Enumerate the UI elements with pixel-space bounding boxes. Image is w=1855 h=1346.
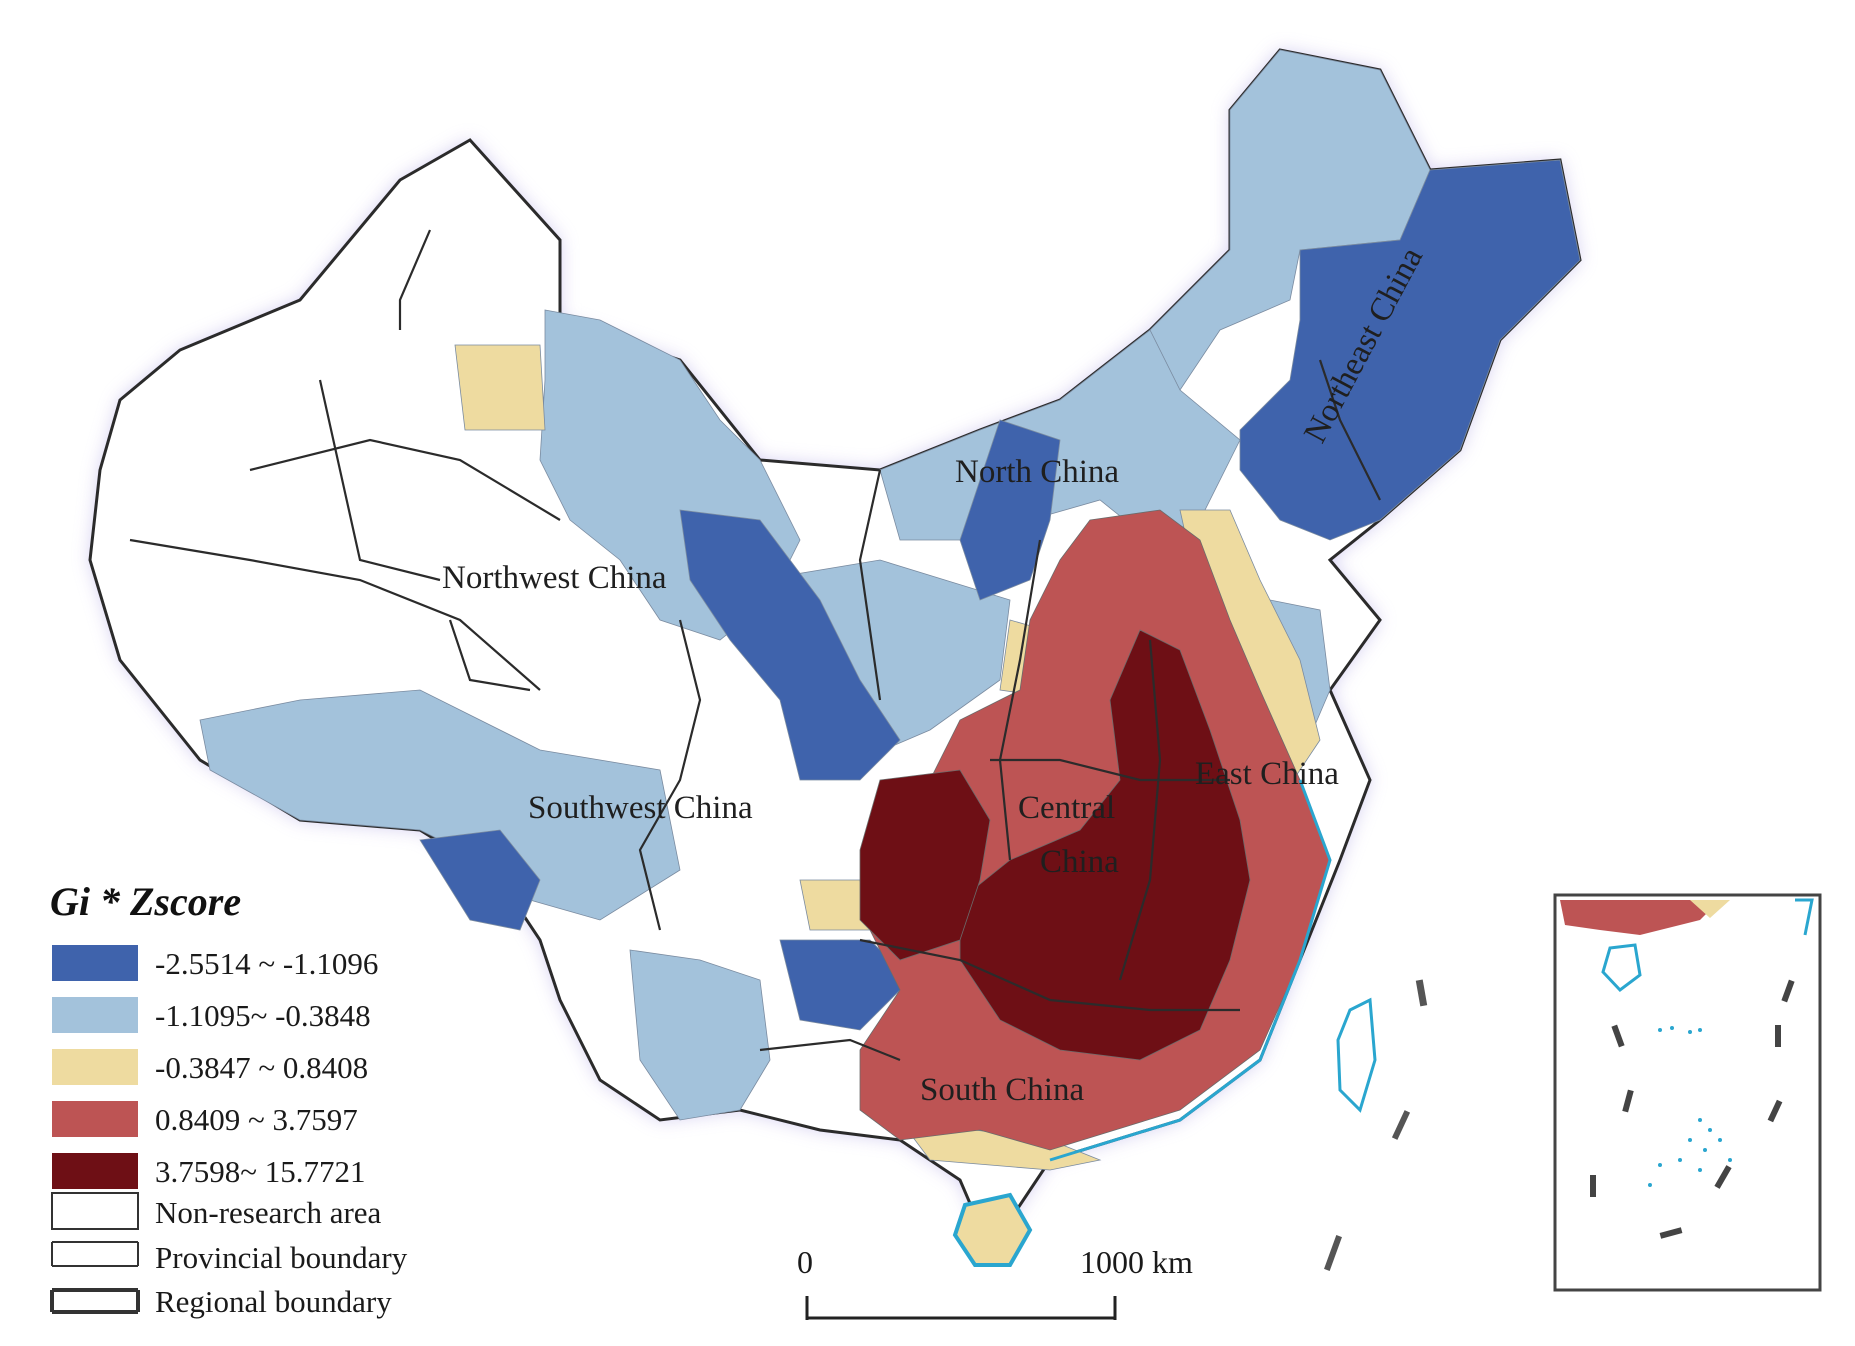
provincial-boundary — [129, 538, 541, 691]
scale-bar: 0 1000 km — [797, 1244, 1193, 1320]
legend-title: Gi * Zscore — [50, 879, 241, 924]
legend-class-label: 0.8409 ~ 3.7597 — [155, 1102, 358, 1137]
provincial-boundary — [998, 539, 1042, 861]
coastline — [1049, 779, 1332, 1162]
legend-symbol-label: Non-research area — [155, 1195, 382, 1230]
zone-dark-blue — [419, 159, 1581, 1031]
legend-symbol-regional: Regional boundary — [50, 1284, 392, 1319]
provincial-boundary — [1318, 359, 1381, 501]
legend-symbol-non-research: Non-research area — [51, 1192, 382, 1230]
legend-swatch — [52, 1049, 138, 1085]
outlying-islands — [1324, 979, 1428, 1271]
inset-hainan — [1601, 943, 1642, 993]
non-research-swatch — [51, 1192, 139, 1230]
provincial-boundary — [398, 229, 432, 330]
legend-symbol-label: Regional boundary — [155, 1284, 392, 1319]
dark-blue-guizhou-area — [779, 939, 911, 1031]
provincial-boundary — [759, 1038, 901, 1062]
inset-mainland-red — [1560, 900, 1720, 935]
legend-class-label: 3.7598~ 15.7721 — [155, 1154, 366, 1189]
label-south-china: South China — [920, 1072, 1084, 1108]
yellow-xinjiang-area — [454, 344, 546, 431]
hainan-island — [952, 1192, 1033, 1267]
scale-start-label: 0 — [797, 1244, 813, 1280]
legend-class-label: -1.1095~ -0.3848 — [155, 998, 371, 1033]
inset-mainland-yellow — [1690, 900, 1730, 918]
dark-blue-northeast-area — [1239, 159, 1581, 541]
label-north-china: North China — [955, 454, 1119, 490]
legend-swatch — [52, 997, 138, 1033]
legend-symbol-label: Provincial boundary — [155, 1240, 408, 1275]
provincial-boundary — [859, 938, 1240, 1012]
legend-class-label: -0.3847 ~ 0.8408 — [155, 1050, 368, 1085]
dark-blue-tibet-area — [419, 829, 541, 931]
zone-dark-red-west — [859, 769, 991, 961]
yellow-southwest-area — [799, 879, 871, 931]
dark-blue-north-area — [959, 419, 1061, 601]
legend-swatch — [52, 945, 138, 981]
label-central-china-line2: China — [1040, 844, 1119, 880]
label-central-china-line1: Central — [1018, 790, 1115, 826]
provincial-boundary — [318, 379, 441, 582]
zone-dark-red — [959, 629, 1251, 1061]
legend-class-item: 0.8409 ~ 3.7597 — [52, 1101, 358, 1137]
legend-class-item: -0.3847 ~ 0.8408 — [52, 1049, 368, 1085]
provincial-boundary — [990, 758, 1230, 782]
legend-class-item: -1.1095~ -0.3848 — [52, 997, 371, 1033]
label-northwest-china: Northwest China — [442, 560, 667, 596]
legend-class-list: -2.5514 ~ -1.1096 -1.1095~ -0.3848 -0.3847… — [52, 945, 378, 1189]
provincial-boundaries — [129, 229, 1381, 1062]
label-southwest-china: Southwest China — [528, 790, 753, 826]
taiwan-island — [1336, 997, 1377, 1113]
legend-swatch — [52, 1101, 138, 1137]
inset-coast — [1795, 898, 1814, 936]
light-blue-yunnan-area — [629, 949, 771, 1121]
south-china-sea-inset — [1553, 893, 1822, 1292]
label-east-china: East China — [1195, 756, 1339, 792]
legend-class-label: -2.5514 ~ -1.1096 — [155, 946, 378, 981]
provincial-boundary — [249, 438, 561, 521]
legend-class-item: 3.7598~ 15.7721 — [52, 1153, 366, 1189]
legend-symbol-provincial: Provincial boundary — [51, 1240, 408, 1275]
legend-swatch — [52, 1153, 138, 1189]
provincial-boundary — [1118, 639, 1162, 981]
legend: Gi * Zscore -2.5514 ~ -1.1096 -1.1095~ -0… — [50, 879, 408, 1319]
dark-blue-northwest-area — [679, 509, 901, 781]
scale-end-label: 1000 km — [1080, 1244, 1193, 1280]
provincial-boundary — [448, 619, 531, 692]
light-blue-tibet-area — [199, 689, 681, 921]
provincial-boundary — [858, 469, 882, 701]
inset-frame — [1553, 893, 1822, 1292]
provincial-boundary — [638, 619, 702, 931]
legend-class-item: -2.5514 ~ -1.1096 — [52, 945, 378, 981]
